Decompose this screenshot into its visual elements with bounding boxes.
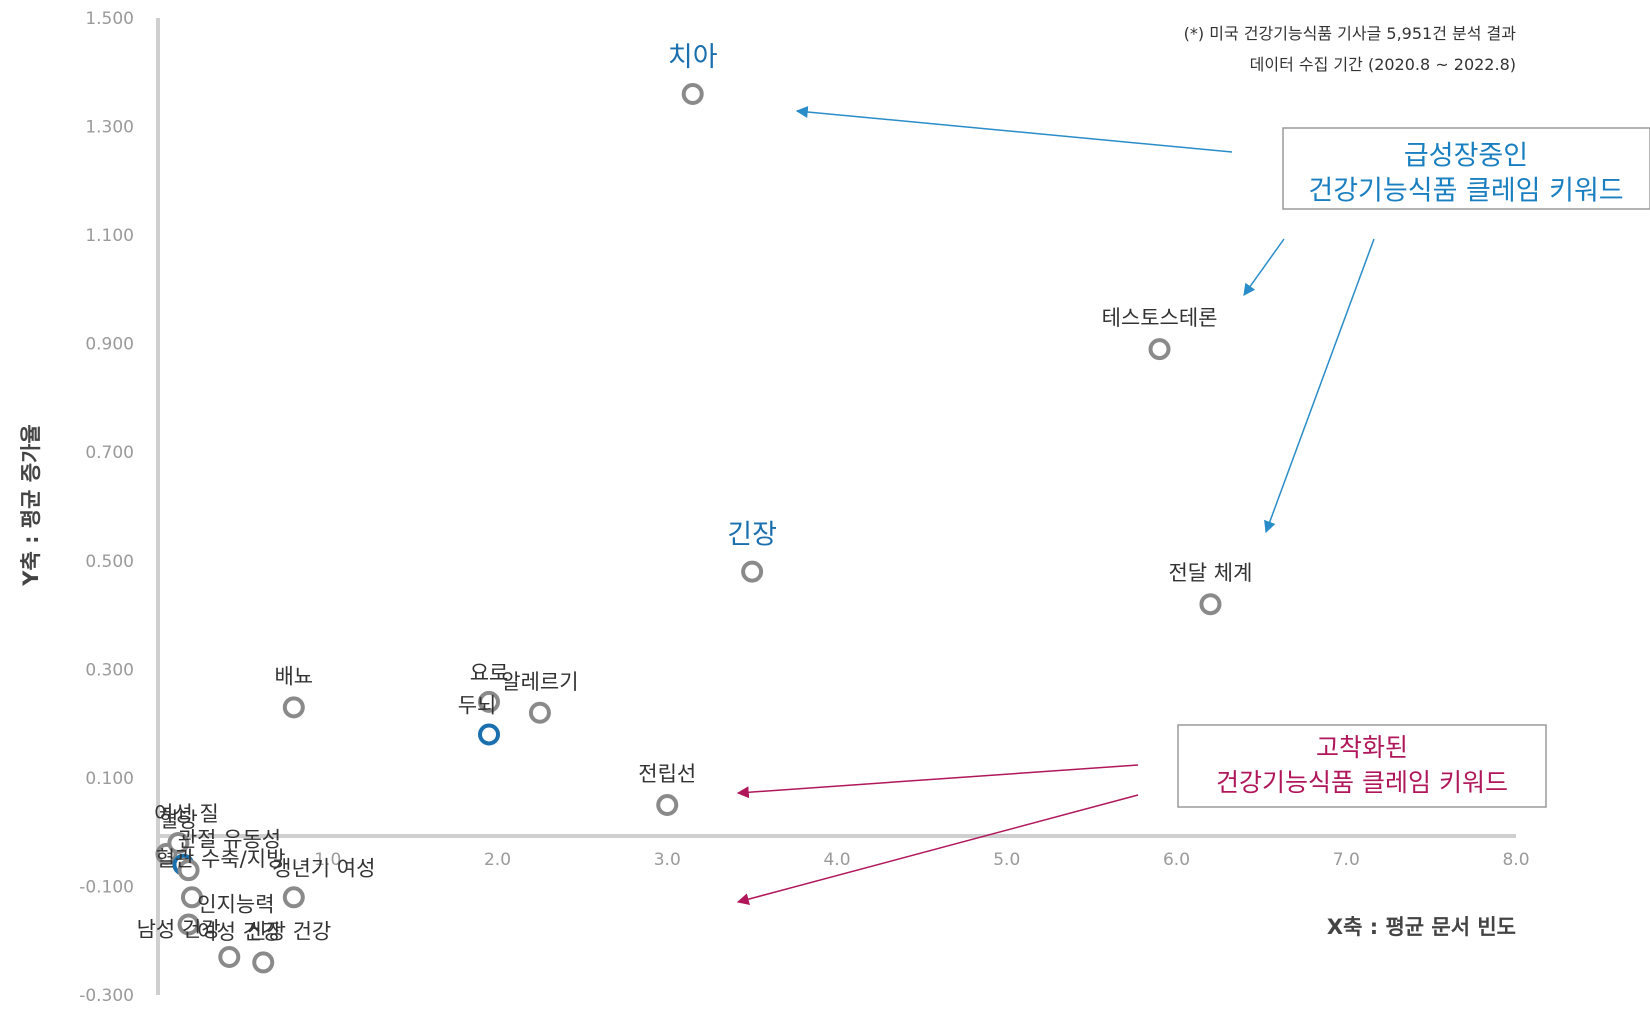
y-tick-label: 0.500 xyxy=(85,552,134,572)
arrow-to-delivery-system xyxy=(1264,238,1375,534)
point-label: 배뇨 xyxy=(274,664,313,688)
point-label: 치아 xyxy=(668,42,718,73)
point-label: 혈관 수축/지방 xyxy=(156,847,286,871)
point-label: 관절 유동성 xyxy=(178,828,281,852)
callout-box-growing xyxy=(1282,127,1650,210)
x-axis-title: X축 : 평균 문서 빈도 xyxy=(1327,915,1516,939)
y-tick-label: -0.300 xyxy=(79,986,134,1006)
y-tick-label: 1.500 xyxy=(85,9,134,29)
data-point xyxy=(528,701,551,724)
arrow-to-chia xyxy=(795,106,1233,153)
callout-growing-line-2: 건강기능식품 클레임 키워드 xyxy=(1308,176,1623,207)
arrow-to-prostate xyxy=(736,764,1139,799)
point-label: 알레르기 xyxy=(501,670,578,694)
data-point xyxy=(177,859,200,882)
data-point xyxy=(681,82,704,105)
callout-stagnant-line-2: 건강기능식품 클레임 키워드 xyxy=(1216,768,1508,797)
data-point xyxy=(1148,338,1171,361)
data-point xyxy=(282,696,305,719)
data-point xyxy=(478,723,501,746)
data-point xyxy=(1199,593,1222,616)
point-label: 여성 질 xyxy=(154,802,219,826)
point-label: 여성 건강 xyxy=(197,920,281,944)
x-tick-label: 5.0 xyxy=(993,850,1020,870)
y-tick-label: 1.100 xyxy=(85,226,134,246)
data-point xyxy=(180,886,203,909)
data-point xyxy=(252,951,275,974)
x-tick-label: 2.0 xyxy=(484,850,511,870)
callout-stagnant-line-1: 고착화된 xyxy=(1316,733,1408,762)
arrow-to-lower-cluster xyxy=(736,794,1139,906)
y-tick-labels: 1.500 1.300 1.100 0.900 0.700 0.500 0.300 0.100… xyxy=(79,9,134,1006)
point-label: 인지능력 xyxy=(197,892,274,916)
point-label: 전달 체계 xyxy=(1168,561,1252,585)
point-label: 신장 건강 xyxy=(247,919,331,943)
y-tick-label: 0.100 xyxy=(85,769,134,789)
data-point xyxy=(741,560,764,583)
x-tick-label: 8.0 xyxy=(1502,850,1529,870)
data-point xyxy=(177,913,200,936)
data-point xyxy=(478,690,501,713)
note-line-2: 데이터 수집 기간 (2020.8 ~ 2022.8) xyxy=(1250,55,1516,74)
y-axis-title: Y축 : 평균 증가율 xyxy=(19,424,43,586)
y-tick-label: -0.100 xyxy=(79,877,134,897)
point-label: 갱년기 여성 xyxy=(272,856,375,880)
arrow-to-testosterone xyxy=(1243,238,1285,296)
data-point xyxy=(167,832,190,855)
point-label: 테스토스테론 xyxy=(1102,306,1218,330)
y-tick-label: 1.300 xyxy=(85,118,134,138)
x-tick-label: 1.0 xyxy=(314,850,341,870)
y-tick-label: 0.900 xyxy=(85,335,134,355)
y-tick-label: 0.700 xyxy=(85,443,134,463)
x-tick-label: 7.0 xyxy=(1333,850,1360,870)
point-label: 전립선 xyxy=(638,762,696,786)
callout-box-stagnant xyxy=(1177,724,1547,808)
data-point xyxy=(218,946,241,969)
x-tick-label: 6.0 xyxy=(1163,850,1190,870)
point-label: 요로 xyxy=(470,661,509,685)
point-label: 남성 건강 xyxy=(137,917,221,941)
point-label: 혈당 xyxy=(159,808,198,832)
callout-growing-line-1: 급성장중인 xyxy=(1404,141,1528,172)
data-point xyxy=(282,886,305,909)
x-tick-label: 4.0 xyxy=(823,850,850,870)
point-label: 긴장 xyxy=(727,520,777,551)
x-tick-labels: 1.0 2.0 3.0 4.0 5.0 6.0 7.0 8.0 xyxy=(314,850,1529,870)
note-line-1: (*) 미국 건강기능식품 기사글 5,951건 분석 결과 xyxy=(1184,24,1517,43)
data-point xyxy=(656,794,679,817)
point-label: 두뇌 xyxy=(458,693,497,717)
y-tick-label: 0.300 xyxy=(85,660,134,680)
x-tick-label: 3.0 xyxy=(654,850,681,870)
